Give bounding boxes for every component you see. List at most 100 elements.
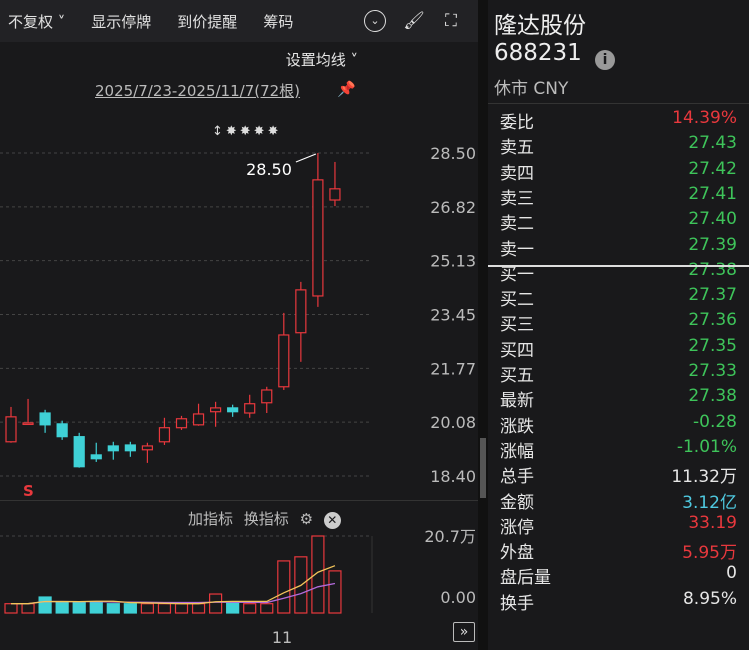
quote-value: 14.39% (672, 108, 737, 128)
price-alert-button[interactable]: 到价提醒 (177, 12, 238, 31)
volume-bar (243, 603, 257, 614)
volume-bar (4, 603, 18, 614)
quote-label: 外盘 (500, 543, 534, 564)
quote-value: -0.28 (693, 411, 737, 432)
max-arrow (295, 153, 317, 163)
add-indicator-button[interactable]: 加指标 (188, 510, 234, 528)
price-tick-label: 25.13 (430, 252, 476, 271)
quote-value: 27.43 (688, 133, 737, 154)
divider (0, 500, 478, 501)
quote-label: 涨跌 (500, 416, 534, 437)
close-icon[interactable]: ✕ (323, 512, 341, 529)
chips-button[interactable]: 筹码 (263, 12, 294, 31)
quote-row: 外盘 5.95万 (488, 536, 749, 564)
quote-row: 卖四 27.42 (488, 157, 749, 184)
adjust-dropdown[interactable]: 不复权 ˅ (8, 12, 66, 31)
quote-label: 换手 (500, 593, 534, 614)
candle-body (210, 407, 222, 413)
candle-body (141, 445, 153, 451)
candle-body (175, 418, 188, 429)
quote-row: 金额 3.12亿 (488, 486, 749, 513)
quote-row: 总手 11.32万 (488, 460, 749, 488)
volume-bar (191, 603, 206, 614)
quote-value: 27.41 (688, 183, 737, 204)
quote-value: 27.39 (688, 234, 737, 255)
volume-bar (260, 603, 274, 614)
quote-label: 卖五 (500, 138, 534, 159)
quote-panel: 隆达股份 688231 i 休市 CNY 委比 14.39% 卖五 27.43 卖四 27… (488, 0, 749, 650)
pin-icon[interactable]: 📌 (337, 80, 356, 98)
quote-row: 买二 27.37 (488, 283, 749, 311)
stock-code: 688231 (494, 40, 582, 66)
quote-label: 委比 (500, 113, 534, 133)
quote-label: 卖二 (500, 214, 534, 235)
price-tick-label: 28.50 (430, 144, 476, 163)
date-axis-label: 11 (272, 628, 292, 647)
quote-row: 卖五 27.43 (488, 131, 749, 159)
brush-icon[interactable]: 🖌 (403, 11, 425, 31)
volume-bar (209, 593, 223, 614)
kline-chart[interactable]: 28.50 26.82 25.13 23.45 21.77 20.08 18.40 28.50… (0, 100, 478, 650)
candle-body (312, 179, 324, 297)
candle-body (22, 422, 34, 426)
quote-value: 0 (726, 563, 737, 584)
quote-row: 委比 14.39% (488, 106, 749, 133)
stock-name: 隆达股份 (494, 13, 586, 39)
quote-row: 买五 27.33 (488, 359, 749, 386)
quote-row: 涨幅 -1.01% (488, 435, 749, 462)
quote-value: 27.33 (688, 361, 737, 381)
volume-bar (123, 603, 137, 614)
date-range-link[interactable]: 2025/7/23-2025/11/7(72根) (95, 82, 301, 100)
chart-panel: 不复权 ˅ 显示停牌 到价提醒 筹码 ⌄ 🖌 ⛶ 设置均线 ˅ 2025/7/2… (0, 0, 478, 650)
candle-body (39, 412, 51, 426)
candle-body (329, 188, 341, 201)
quote-label: 总手 (500, 467, 534, 488)
volume-bar (277, 560, 291, 614)
info-icon[interactable]: i (595, 50, 615, 70)
quote-row: 盘后量 0 (488, 561, 749, 588)
quote-value: 27.38 (688, 386, 737, 407)
max-price-label: 28.50 (246, 160, 292, 179)
quote-value: 5.95万 (682, 543, 737, 564)
candle-body (5, 416, 17, 443)
candle-body (107, 445, 119, 452)
candle-body (278, 334, 290, 388)
candle-body (244, 403, 256, 414)
quote-label: 卖三 (500, 188, 534, 209)
chart-toolbar: 不复权 ˅ 显示停牌 到价提醒 筹码 ⌄ 🖌 ⛶ (0, 0, 478, 42)
candle-body (227, 407, 239, 413)
scrollbar-thumb[interactable] (480, 438, 486, 498)
quote-value: 3.12亿 (682, 492, 737, 513)
expand-right-button[interactable]: » (453, 622, 475, 642)
volume-bar (328, 570, 342, 614)
quote-label: 买二 (500, 290, 534, 311)
volume-ma5-line (11, 565, 336, 605)
quote-value: 11.32万 (671, 467, 737, 488)
divider (488, 103, 749, 104)
quote-row: 买三 27.36 (488, 308, 749, 335)
quote-row: 卖二 27.40 (488, 207, 749, 235)
quote-value: 27.36 (688, 310, 737, 331)
quote-label: 卖四 (500, 163, 534, 184)
volume-bar (157, 603, 172, 614)
volume-bar (89, 601, 103, 614)
volume-tick-label: 0.00 (440, 588, 476, 607)
show-suspend-button[interactable]: 显示停牌 (91, 12, 152, 31)
scrollbar[interactable] (478, 0, 488, 650)
quote-label: 买五 (500, 366, 534, 386)
quote-row: 买一 27.38 (488, 258, 749, 285)
ma-settings-dropdown[interactable]: 设置均线 ˅ (285, 51, 358, 69)
quote-row: 换手 8.95% (488, 587, 749, 614)
price-tick-label: 21.77 (430, 359, 476, 378)
switch-indicator-button[interactable]: 换指标 (243, 510, 289, 528)
volume-bar (311, 535, 325, 614)
price-tick-label: 23.45 (430, 306, 476, 325)
volume-bar (55, 601, 69, 614)
quote-value: 27.37 (688, 285, 737, 306)
gear-icon[interactable]: ⚙ (299, 510, 314, 528)
fullscreen-icon[interactable]: ⛶ (445, 11, 457, 31)
market-status: 休市 CNY (494, 79, 569, 99)
candle-body (158, 427, 171, 443)
chevron-down-circle-icon[interactable]: ⌄ (364, 10, 386, 32)
bid-ask-divider (488, 265, 749, 267)
